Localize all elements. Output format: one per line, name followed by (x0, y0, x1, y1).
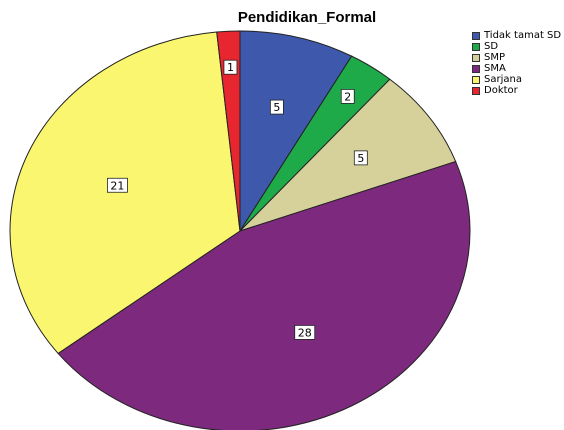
legend-swatch (472, 31, 480, 40)
legend-swatch (472, 42, 480, 51)
data-label-box (340, 88, 355, 104)
legend-item: SD (472, 41, 561, 52)
legend-item: Sarjana (472, 74, 561, 85)
pie-slice (9, 31, 241, 355)
legend-swatch (472, 86, 480, 95)
data-label: 28 (298, 326, 312, 339)
pie-slice (216, 30, 241, 232)
legend-label: Tidak tamat SD (484, 30, 562, 41)
data-label-box (223, 59, 238, 75)
legend-item: Tidak tamat SD (472, 30, 561, 41)
legend-item: Doktor (472, 85, 561, 96)
chart-title: Pendidikan_Formal (237, 9, 377, 26)
data-label: 1 (227, 61, 234, 74)
pie-slices (9, 30, 471, 430)
legend-label: Doktor (484, 85, 518, 96)
legend-swatch (472, 64, 480, 73)
data-label-box (269, 99, 284, 115)
legend-item: SMA (472, 63, 561, 74)
data-label: 2 (344, 90, 351, 103)
legend-swatch (472, 75, 480, 84)
legend-label: SMA (484, 63, 506, 74)
data-label: 5 (357, 152, 364, 165)
pie-slice (239, 30, 353, 233)
pie-slice (57, 160, 471, 430)
legend-swatch (472, 53, 480, 62)
pie-data-labels: 5 2 5 28 21 1 (107, 59, 368, 340)
data-label-box (294, 325, 316, 340)
legend-label: SMP (484, 52, 506, 63)
data-label-box (353, 150, 368, 166)
data-label: 21 (110, 179, 124, 192)
legend-label: SD (484, 41, 499, 52)
legend-item: SMP (472, 52, 561, 63)
legend: Tidak tamat SD SD SMP SMA Sarjana Doktor (472, 30, 561, 96)
legend-label: Sarjana (484, 74, 522, 85)
pie-slice (239, 78, 457, 232)
data-label-box (107, 177, 128, 193)
data-label: 5 (273, 101, 280, 114)
